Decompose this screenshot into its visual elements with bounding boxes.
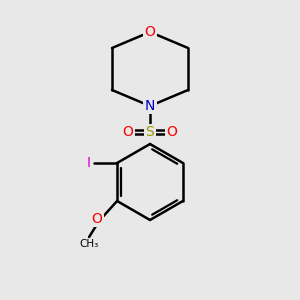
Text: O: O xyxy=(92,212,103,226)
Text: N: N xyxy=(145,99,155,113)
Text: S: S xyxy=(146,125,154,139)
Text: O: O xyxy=(167,125,177,139)
Text: CH₃: CH₃ xyxy=(80,239,99,249)
Text: I: I xyxy=(87,156,91,170)
Text: O: O xyxy=(123,125,134,139)
Text: O: O xyxy=(145,25,155,39)
